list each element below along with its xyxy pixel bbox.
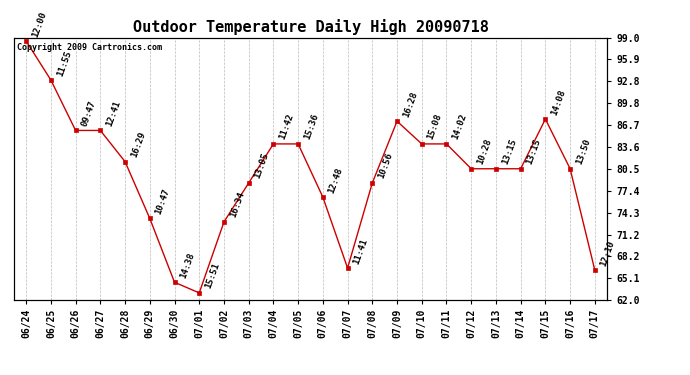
Text: 10:47: 10:47 xyxy=(154,187,172,216)
Text: 13:50: 13:50 xyxy=(574,138,592,166)
Text: Copyright 2009 Cartronics.com: Copyright 2009 Cartronics.com xyxy=(17,43,161,52)
Text: 13:05: 13:05 xyxy=(253,152,270,180)
Text: 11:41: 11:41 xyxy=(352,237,369,265)
Text: 12:00: 12:00 xyxy=(30,10,48,38)
Title: Outdoor Temperature Daily High 20090718: Outdoor Temperature Daily High 20090718 xyxy=(132,19,489,35)
Text: 15:51: 15:51 xyxy=(204,262,221,290)
Text: 09:47: 09:47 xyxy=(80,99,97,128)
Text: 16:28: 16:28 xyxy=(401,90,419,118)
Text: 11:42: 11:42 xyxy=(277,113,295,141)
Text: 11:55: 11:55 xyxy=(55,49,72,77)
Text: 16:29: 16:29 xyxy=(129,130,147,159)
Text: 14:38: 14:38 xyxy=(179,251,197,279)
Text: 14:02: 14:02 xyxy=(451,113,469,141)
Text: 10:56: 10:56 xyxy=(377,152,394,180)
Text: 12:48: 12:48 xyxy=(327,166,345,194)
Text: 16:34: 16:34 xyxy=(228,191,246,219)
Text: 13:15: 13:15 xyxy=(525,138,542,166)
Text: 10:28: 10:28 xyxy=(475,138,493,166)
Text: 15:36: 15:36 xyxy=(302,113,320,141)
Text: 13:15: 13:15 xyxy=(500,138,518,166)
Text: 14:08: 14:08 xyxy=(549,88,567,116)
Text: 15:08: 15:08 xyxy=(426,113,444,141)
Text: 12:41: 12:41 xyxy=(104,99,122,128)
Text: 12:10: 12:10 xyxy=(599,239,617,267)
